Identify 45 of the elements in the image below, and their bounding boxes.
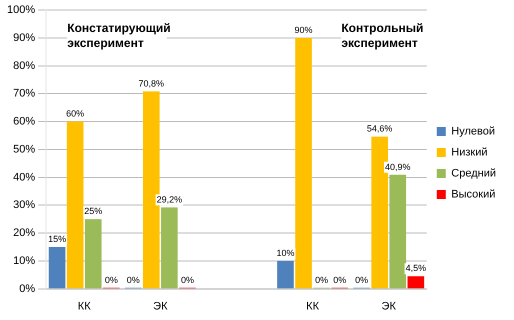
legend-label: Нулевой xyxy=(451,126,496,138)
legend-label: Средний xyxy=(451,168,496,180)
data-label: 0% xyxy=(333,274,346,285)
annotation: Контрольный эксперимент xyxy=(341,21,442,52)
data-label: 54,6% xyxy=(366,124,392,134)
y-tick-label: 30% xyxy=(13,199,36,212)
y-tick-label: 10% xyxy=(13,254,36,267)
bar xyxy=(408,276,424,288)
x-tick-label: КК xyxy=(78,300,92,312)
data-label: 70,8% xyxy=(138,78,164,88)
annotation: Констатирующий эксперимент xyxy=(67,21,171,52)
data-label: 0% xyxy=(126,274,140,285)
y-tick-label: 0% xyxy=(19,282,36,295)
data-label: 0% xyxy=(355,274,368,285)
y-tick-label: 20% xyxy=(13,227,36,240)
bar xyxy=(161,207,178,288)
data-label: 15% xyxy=(48,234,66,244)
data-label: 4,5% xyxy=(406,263,426,274)
data-label: 40,9% xyxy=(384,162,411,172)
y-tick-label: 50% xyxy=(13,143,36,156)
data-label: 25% xyxy=(84,206,102,216)
data-label: 29,2% xyxy=(156,194,182,204)
bar xyxy=(84,219,102,288)
data-label: 10% xyxy=(276,248,294,258)
y-tick-label: 80% xyxy=(13,60,36,72)
data-label: 0% xyxy=(180,274,194,285)
bar xyxy=(48,246,66,288)
bar xyxy=(295,38,312,288)
data-label: 0% xyxy=(315,274,328,285)
data-label: 0% xyxy=(104,274,118,285)
data-label: 90% xyxy=(294,24,313,35)
y-tick-label: 100% xyxy=(6,4,36,16)
y-tick-label: 70% xyxy=(13,88,36,100)
x-tick-label: ЭК xyxy=(153,300,168,312)
legend-label: Низкий xyxy=(451,146,488,159)
y-tick-label: 90% xyxy=(13,32,36,44)
data-label: 60% xyxy=(66,108,84,119)
legend-label: Высокий xyxy=(451,188,496,201)
y-tick-label: 60% xyxy=(13,116,36,128)
bar xyxy=(389,174,406,288)
x-tick-label: ЭК xyxy=(382,300,396,312)
bar xyxy=(66,122,84,288)
x-tick-label: КК xyxy=(306,300,320,312)
y-tick-label: 40% xyxy=(13,171,36,184)
bar xyxy=(277,260,294,288)
